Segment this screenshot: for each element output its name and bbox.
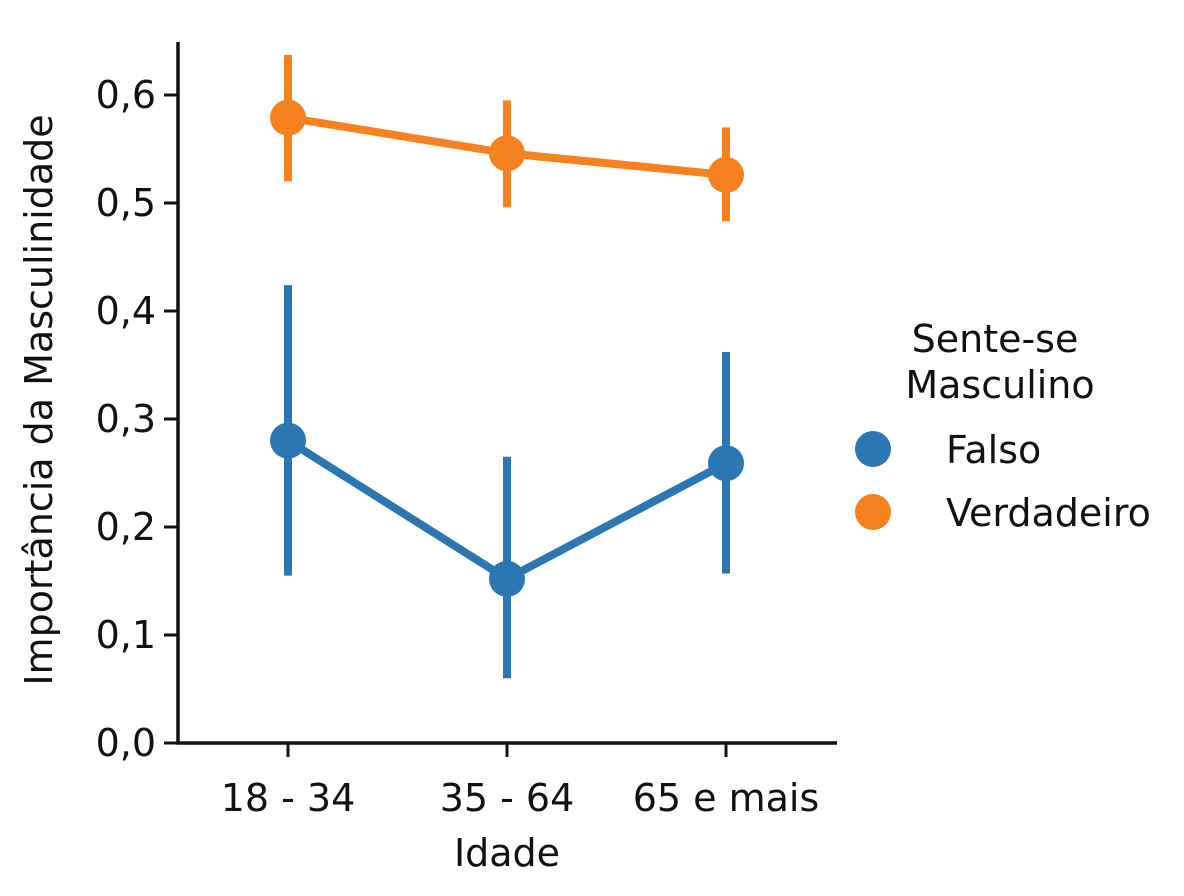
- legend-marker-verdadeiro: [855, 494, 891, 530]
- data-point-falso: [489, 560, 525, 597]
- y-tick-label: 0,4: [96, 289, 156, 333]
- data-point-verdadeiro: [489, 135, 525, 172]
- y-tick-label: 0,3: [96, 397, 156, 441]
- axes: 0,0 0,1 0,2 0,3 0,4 0,5 0,6 18 - 34 35 - 64 65 e …: [96, 42, 837, 820]
- y-tick-label: 0,0: [96, 721, 156, 765]
- x-axis-label: Idade: [454, 831, 560, 875]
- data-point-falso: [708, 445, 744, 482]
- legend-title-line-2: Masculino: [905, 363, 1094, 407]
- data-point-verdadeiro: [708, 156, 744, 193]
- y-tick-label: 0,6: [96, 73, 156, 117]
- legend-label-falso: Falso: [946, 428, 1041, 472]
- legend-label-verdadeiro: Verdadeiro: [946, 491, 1151, 535]
- series-verdadeiro: [270, 55, 744, 222]
- series-falso: [270, 285, 744, 679]
- legend-marker-falso: [855, 431, 891, 467]
- x-tick-label: 18 - 34: [221, 776, 356, 820]
- y-tick-label: 0,5: [96, 181, 156, 225]
- x-tick-label: 65 e mais: [633, 776, 820, 820]
- plot-area: [270, 55, 744, 679]
- data-point-verdadeiro: [270, 99, 306, 136]
- legend: Sente-se Masculino Falso Verdadeiro: [855, 317, 1151, 535]
- x-tick-label: 35 - 64: [440, 776, 575, 820]
- legend-title-line-1: Sente-se: [912, 317, 1079, 361]
- y-tick-label: 0,2: [96, 505, 156, 549]
- y-axis-label: Importância da Masculinidade: [17, 114, 61, 685]
- y-tick-label: 0,1: [96, 613, 156, 657]
- data-point-falso: [270, 422, 306, 459]
